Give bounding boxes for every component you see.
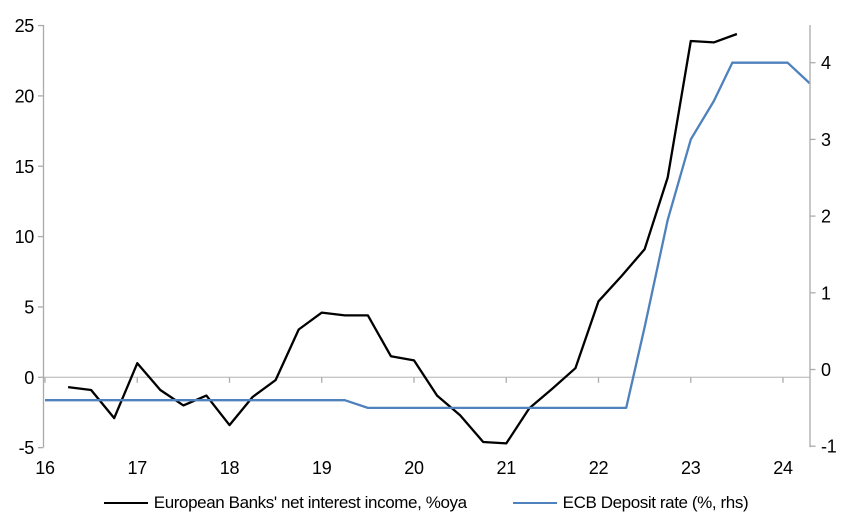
x-axis-tick-label: 17 [128, 458, 148, 478]
left-axis-tick-label: 0 [24, 368, 34, 388]
ecb-deposit-rate-polyline [45, 61, 811, 410]
right-axis-tick-label: 4 [821, 53, 831, 73]
x-axis-tick-label: 23 [681, 458, 701, 478]
legend: European Banks' net interest income, %oy… [0, 490, 852, 516]
left-axis-tick-label: 5 [24, 297, 34, 317]
net-interest-income-polyline [67, 32, 738, 445]
x-axis-tick-label: 19 [312, 458, 332, 478]
legend-item-ecb-deposit-rate: ECB Deposit rate (%, rhs) [512, 493, 749, 513]
ecb-deposit-rate-line-swatch [512, 502, 557, 504]
right-axis-tick-label: 2 [821, 207, 831, 227]
ecb-deposit-rate-legend-label: ECB Deposit rate (%, rhs) [562, 493, 749, 512]
left-axis-tick-label: 20 [15, 86, 35, 106]
right-axis-tick-label: 1 [821, 283, 831, 303]
x-axis-tick-label: 24 [773, 458, 793, 478]
series-ecb-deposit-rate-line [45, 61, 811, 410]
left-axis-tick-label: -5 [19, 438, 35, 458]
x-axis-tick-label: 22 [589, 458, 609, 478]
x-axis-tick-label: 18 [220, 458, 240, 478]
right-axis-tick-label: 0 [821, 360, 831, 380]
right-axis: -1 0 1 2 3 4 [809, 25, 837, 457]
left-axis-tick-label: 10 [15, 227, 35, 247]
left-axis: -5 0 5 10 15 20 25 [15, 16, 45, 458]
right-axis-tick-label: 3 [821, 130, 831, 150]
right-axis-tick-label: -1 [821, 437, 837, 457]
x-axis-tick-label: 20 [404, 458, 424, 478]
x-axis: 16 17 18 19 20 21 22 23 24 [35, 377, 793, 478]
x-axis-tick-label: 21 [497, 458, 517, 478]
net-interest-income-legend-label: European Banks' net interest income, %oy… [153, 493, 467, 512]
net-interest-income-line-swatch [103, 502, 148, 504]
x-axis-tick-label: 16 [35, 458, 55, 478]
left-axis-tick-label: 15 [15, 157, 35, 177]
legend-item-net-interest-income: European Banks' net interest income, %oy… [103, 493, 467, 513]
series-net-interest-income-line [67, 32, 738, 445]
left-axis-tick-label: 25 [15, 16, 35, 36]
